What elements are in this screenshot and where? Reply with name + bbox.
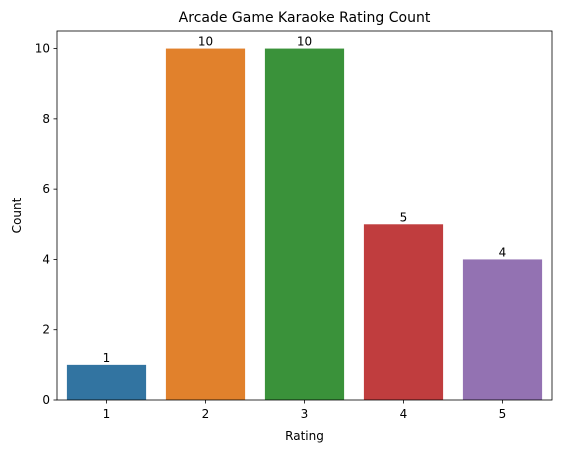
data-label-rating-3: 10 bbox=[297, 35, 312, 49]
bar-rating-4 bbox=[364, 224, 443, 400]
bar-rating-1 bbox=[67, 365, 146, 400]
bar-rating-3 bbox=[265, 49, 344, 400]
y-tick-label: 4 bbox=[42, 252, 50, 266]
data-label-rating-1: 1 bbox=[103, 351, 111, 365]
bar-rating-2 bbox=[166, 49, 245, 400]
bar-rating-5 bbox=[463, 259, 542, 400]
y-tick-label: 0 bbox=[42, 393, 50, 407]
x-tick-label: 4 bbox=[400, 407, 408, 421]
data-label-rating-2: 10 bbox=[198, 35, 213, 49]
chart-title: Arcade Game Karaoke Rating Count bbox=[179, 10, 431, 26]
data-label-rating-4: 5 bbox=[400, 210, 408, 224]
y-tick-label: 2 bbox=[42, 323, 50, 337]
y-axis-label: Count bbox=[10, 197, 24, 233]
x-tick-label: 5 bbox=[499, 407, 507, 421]
y-tick-label: 10 bbox=[35, 42, 50, 56]
y-tick-label: 6 bbox=[42, 182, 50, 196]
x-tick-label: 2 bbox=[202, 407, 210, 421]
x-tick-label: 1 bbox=[103, 407, 111, 421]
x-tick-label: 3 bbox=[301, 407, 309, 421]
y-tick-label: 8 bbox=[42, 112, 50, 126]
x-axis-label: Rating bbox=[285, 429, 324, 443]
data-label-rating-5: 4 bbox=[499, 245, 507, 259]
